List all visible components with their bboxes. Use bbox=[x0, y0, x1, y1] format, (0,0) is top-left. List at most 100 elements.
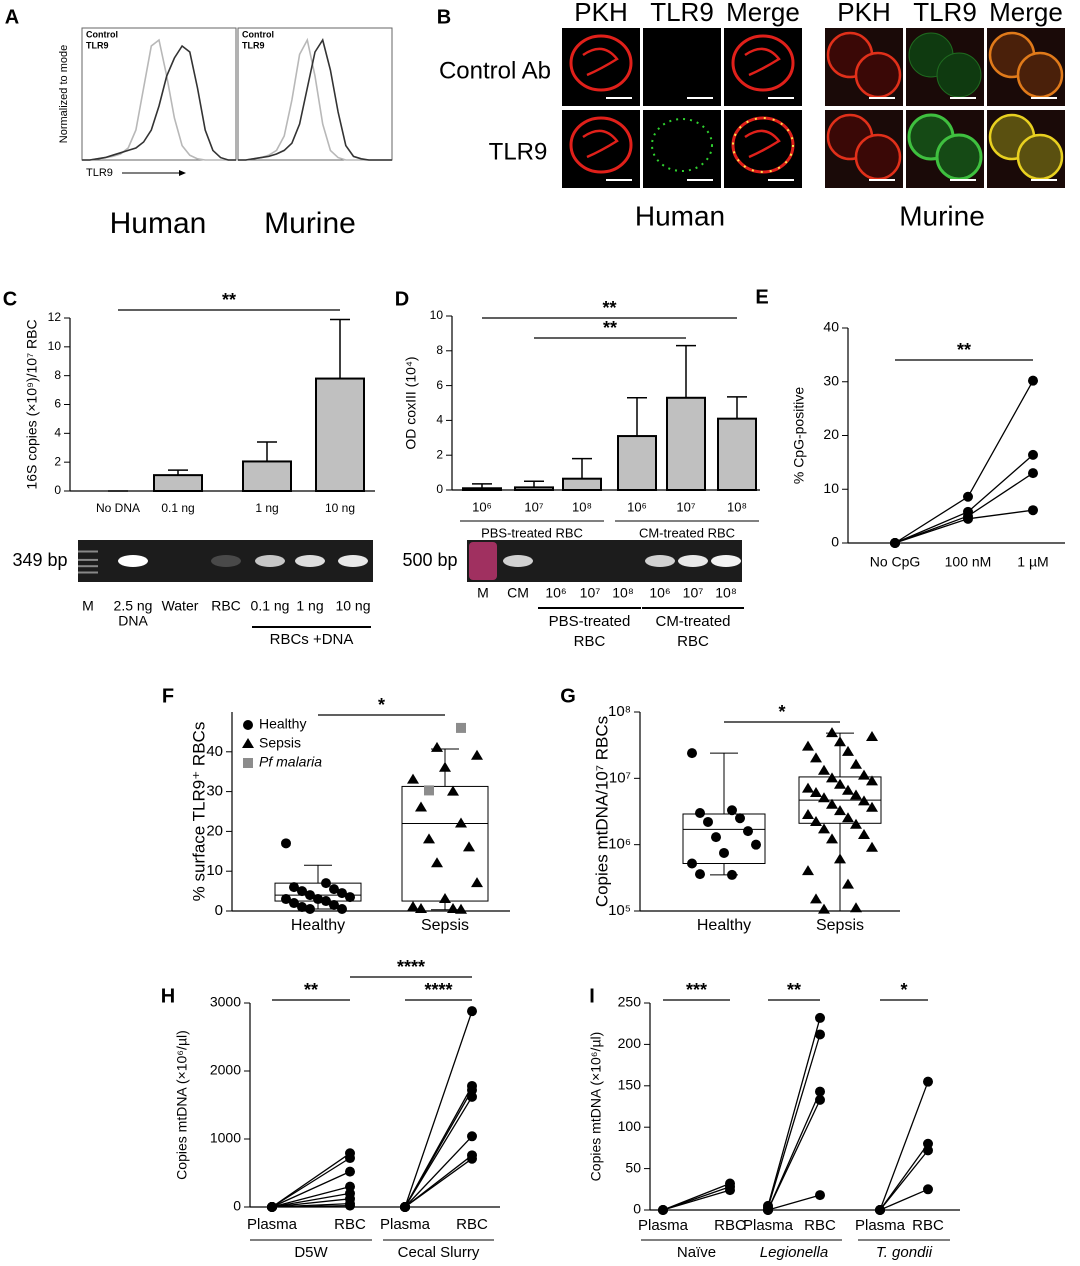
data-point bbox=[815, 1094, 825, 1105]
data-point bbox=[727, 805, 737, 816]
data-point bbox=[243, 758, 253, 768]
group-label: Legionella bbox=[760, 1244, 828, 1261]
y-tick-label: 100 bbox=[618, 1118, 642, 1134]
data-point bbox=[858, 769, 870, 780]
data-point bbox=[242, 738, 254, 748]
significance-label: **** bbox=[424, 980, 452, 1000]
data-point bbox=[850, 818, 862, 829]
panel-letter: D bbox=[395, 288, 409, 310]
pair-line bbox=[271, 1192, 351, 1208]
data-point bbox=[289, 882, 299, 893]
panel-letter: F bbox=[162, 685, 174, 707]
x-tick-label: 10⁷ bbox=[676, 499, 695, 514]
data-point bbox=[439, 761, 451, 772]
row-label: TLR9 bbox=[489, 138, 548, 165]
data-point bbox=[345, 1166, 355, 1177]
micrograph bbox=[643, 110, 721, 188]
cell-fold bbox=[582, 129, 619, 159]
dna-band bbox=[255, 555, 285, 567]
x-tick-label: No CpG bbox=[870, 554, 921, 570]
y-tick-label: 0 bbox=[831, 534, 839, 550]
data-point bbox=[826, 772, 838, 783]
lane-label: 10⁷ bbox=[580, 585, 601, 601]
significance-label: ** bbox=[304, 980, 318, 1000]
pair-line bbox=[271, 1198, 351, 1208]
x-tick-label: RBC bbox=[456, 1216, 488, 1233]
y-tick-label: 8 bbox=[436, 343, 443, 357]
y-tick-label: 50 bbox=[625, 1159, 641, 1175]
group-label: CM-treated RBC bbox=[639, 525, 735, 540]
x-tick-label: 100 nM bbox=[945, 554, 992, 570]
x-tick-label: 10⁸ bbox=[727, 499, 747, 514]
group-label: PBS-treated RBC bbox=[481, 525, 583, 540]
x-tick-label: RBC bbox=[804, 1217, 836, 1234]
y-tick-label: 4 bbox=[436, 413, 443, 427]
significance-label: ** bbox=[787, 980, 801, 1000]
ladder-band bbox=[78, 571, 98, 574]
legend-label: TLR9 bbox=[86, 40, 109, 50]
x-tick-label: RBC bbox=[334, 1216, 366, 1233]
data-point bbox=[321, 896, 331, 907]
data-point bbox=[802, 740, 814, 751]
panel-letter: H bbox=[161, 985, 175, 1007]
data-point bbox=[687, 748, 697, 759]
pair-line bbox=[271, 1171, 351, 1208]
data-point bbox=[850, 789, 862, 800]
merge-signal bbox=[1016, 51, 1064, 99]
data-point bbox=[923, 1145, 933, 1156]
data-point bbox=[658, 1205, 668, 1215]
data-point bbox=[866, 775, 878, 786]
pair-line bbox=[767, 1099, 821, 1211]
micrograph bbox=[643, 28, 721, 106]
data-point bbox=[890, 538, 900, 548]
y-tick-label: 10 bbox=[206, 862, 223, 879]
data-point bbox=[842, 878, 854, 889]
data-point bbox=[719, 847, 729, 858]
data-point bbox=[407, 901, 419, 912]
y-tick-label: 0 bbox=[436, 482, 443, 496]
data-point bbox=[850, 758, 862, 769]
significance-label: ** bbox=[222, 290, 236, 310]
data-point bbox=[281, 894, 291, 905]
data-point bbox=[802, 865, 814, 876]
panel-letter: A bbox=[5, 6, 19, 28]
data-point bbox=[703, 816, 713, 827]
cell-fold bbox=[582, 47, 619, 77]
y-axis-label: % CpG-positive bbox=[791, 387, 807, 484]
x-tick-label: Sepsis bbox=[421, 917, 469, 934]
y-tick-label: 10 bbox=[48, 339, 62, 353]
y-tick-label: 30 bbox=[823, 372, 839, 388]
data-point bbox=[297, 886, 307, 897]
data-point bbox=[818, 823, 830, 834]
pair-line bbox=[271, 1157, 351, 1208]
cell-membrane bbox=[569, 34, 633, 92]
data-point bbox=[455, 903, 467, 914]
data-point bbox=[923, 1076, 933, 1087]
x-tick-label: 1 ng bbox=[255, 501, 278, 515]
data-point bbox=[243, 720, 253, 730]
data-point bbox=[815, 1086, 825, 1097]
tlr9-signal bbox=[936, 52, 982, 98]
dna-band bbox=[503, 555, 533, 567]
group-label: RBC bbox=[677, 633, 709, 650]
y-tick-label: 0 bbox=[233, 1198, 241, 1214]
data-point bbox=[695, 869, 705, 880]
data-point bbox=[842, 812, 854, 823]
data-point bbox=[415, 903, 427, 914]
pair-line bbox=[767, 1194, 821, 1211]
ladder-band bbox=[78, 558, 98, 561]
data-point bbox=[431, 857, 443, 868]
cell-membrane bbox=[731, 34, 795, 92]
data-point bbox=[815, 1190, 825, 1201]
y-tick-label: 6 bbox=[54, 397, 61, 411]
y-tick-label: 0 bbox=[215, 902, 223, 919]
cell-membrane bbox=[854, 133, 902, 181]
y-tick-label: 40 bbox=[206, 743, 223, 760]
group-label: RBCs +DNA bbox=[270, 631, 354, 648]
significance-label: **** bbox=[397, 957, 425, 977]
group-label: T. gondii bbox=[876, 1244, 933, 1261]
data-point bbox=[711, 832, 721, 843]
x-tick-label: 1 µM bbox=[1017, 554, 1048, 570]
y-tick-label: 2 bbox=[436, 447, 443, 461]
